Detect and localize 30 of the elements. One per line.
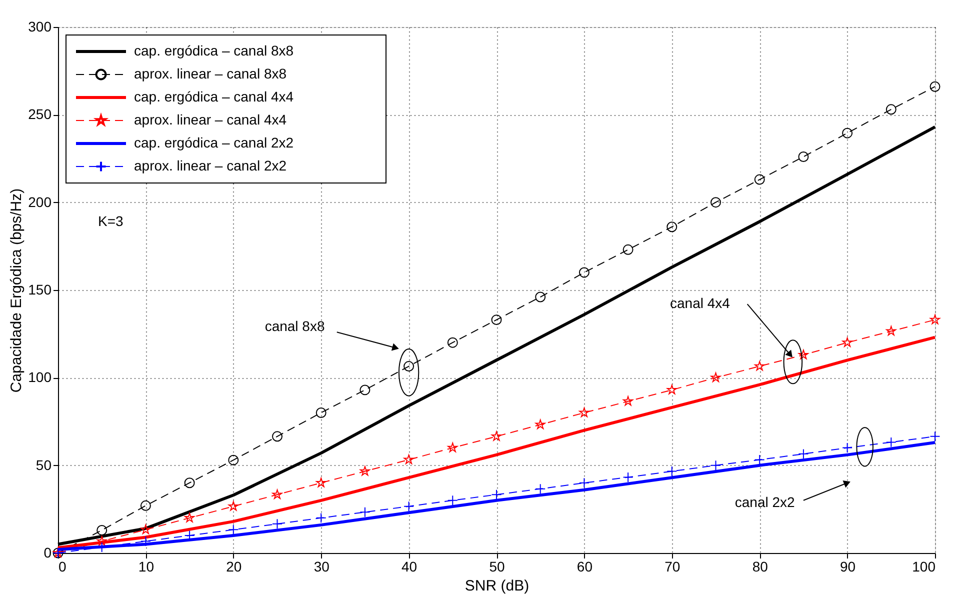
x-tick-label: 60 xyxy=(576,558,593,574)
annotation: canal 4x4 xyxy=(670,295,730,312)
legend-label: aprox. linear – canal 4x4 xyxy=(134,112,287,128)
x-tick-label: 10 xyxy=(138,558,154,574)
x-tick-label: 100 xyxy=(912,558,936,574)
annotation: canal 2x2 xyxy=(734,494,796,510)
legend-label: cap. ergódica – canal 8x8 xyxy=(134,42,294,58)
x-axis-title: SNR (dB) xyxy=(464,578,530,594)
x-tick-label: 70 xyxy=(664,558,680,574)
y-tick-label: 150 xyxy=(28,282,52,298)
y-tick-label: 0 xyxy=(44,544,52,560)
x-tick-label: 40 xyxy=(402,558,418,574)
annotation: K=3 xyxy=(98,213,124,229)
legend-label: cap. ergódica – canal 2x2 xyxy=(134,134,294,150)
x-tick-label: 0 xyxy=(58,558,66,574)
legend-label: aprox. linear – canal 8x8 xyxy=(134,66,287,82)
x-tick-label: 80 xyxy=(752,558,768,574)
x-tick-label: 90 xyxy=(840,558,856,574)
x-tick-label: 30 xyxy=(314,558,330,574)
x-tick-label: 50 xyxy=(489,558,505,574)
y-tick-label: 250 xyxy=(28,106,52,122)
y-tick-label: 50 xyxy=(36,456,52,473)
y-tick-label: 100 xyxy=(28,369,52,386)
y-axis-title: Capacidade Ergódica (bps/Hz) xyxy=(8,188,26,393)
legend-label: aprox. linear – canal 2x2 xyxy=(134,158,287,174)
y-tick-label: 300 xyxy=(28,18,52,34)
x-tick-label: 20 xyxy=(226,558,242,574)
annotation: canal 8x8 xyxy=(264,318,325,334)
legend-label: cap. ergódica – canal 4x4 xyxy=(134,88,294,104)
y-tick-label: 200 xyxy=(28,194,52,210)
